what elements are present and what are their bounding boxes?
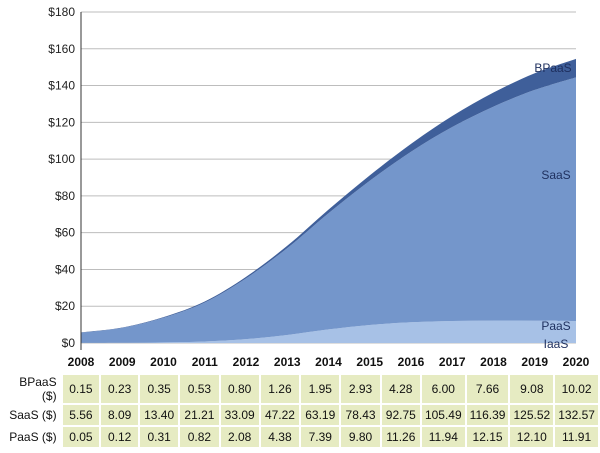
table-cell: 4.28 <box>381 375 420 403</box>
table-cell: 11.91 <box>555 427 598 447</box>
table-cell: 132.57 <box>555 405 598 425</box>
x-tick-label: 2010 <box>150 355 177 369</box>
y-tick-label: $20 <box>55 299 75 313</box>
x-tick-label: 2014 <box>315 355 342 369</box>
table-cell: 2.08 <box>220 427 259 447</box>
table-cell: 9.80 <box>341 427 380 447</box>
y-axis-ticks: $0 $20 $40 $60 $80 $100 $120 $140 $160 $180 <box>48 5 75 350</box>
table-cell: 0.12 <box>101 427 138 447</box>
table-cell: 11.26 <box>381 427 420 447</box>
table-cell: 63.19 <box>301 405 340 425</box>
y-tick-label: $60 <box>55 226 75 240</box>
table-cell: 2.93 <box>341 375 380 403</box>
table-cell: 11.94 <box>421 427 465 447</box>
table-cell: 12.10 <box>510 427 554 447</box>
table-cell: 0.35 <box>139 375 179 403</box>
series-label-paas: PaaS <box>541 319 570 333</box>
table-row-label: BPaaS ($) <box>2 375 61 403</box>
x-tick-label: 2018 <box>480 355 507 369</box>
area-paas <box>81 320 576 343</box>
table-cell: 10.02 <box>555 375 598 403</box>
table-row: SaaS ($) 5.56 8.09 13.40 21.21 33.09 47.22 63.1… <box>2 405 598 425</box>
table-cell: 0.05 <box>62 427 100 447</box>
x-tick-label: 2013 <box>274 355 301 369</box>
table-cell: 0.82 <box>180 427 219 447</box>
series-labels: IaaS PaaS SaaS BPaaS <box>534 61 571 351</box>
table-row-label: SaaS ($) <box>2 405 61 425</box>
x-tick-label: 2017 <box>439 355 466 369</box>
y-tick-label: $180 <box>48 5 75 19</box>
table-cell: 12.15 <box>466 427 509 447</box>
table-cell: 33.09 <box>220 405 259 425</box>
table-cell: 1.95 <box>301 375 340 403</box>
x-axis-ticks: 2008 2009 2010 2011 2012 2013 2014 2015 2016 2017… <box>68 355 590 369</box>
table-cell: 105.49 <box>421 405 465 425</box>
x-tick-label: 2012 <box>233 355 260 369</box>
x-tick-label: 2019 <box>521 355 548 369</box>
table-cell: 4.38 <box>260 427 300 447</box>
x-tick-label: 2016 <box>398 355 425 369</box>
gridlines <box>81 11 576 344</box>
table-cell: 13.40 <box>139 405 179 425</box>
table-cell: 6.00 <box>421 375 465 403</box>
table-cell: 116.39 <box>466 405 509 425</box>
area-saas <box>81 77 576 343</box>
table-cell: 1.26 <box>260 375 300 403</box>
table-cell: 9.08 <box>510 375 554 403</box>
y-tick-label: $120 <box>48 115 75 129</box>
stacked-area-chart: $0$20$40$60$80$100$120$140$160$180 2008 2… <box>48 5 590 369</box>
table-cell: 0.53 <box>180 375 219 403</box>
y-tick-label: $80 <box>55 189 75 203</box>
x-tick-label: 2020 <box>563 355 590 369</box>
y-tick-label: $40 <box>55 262 75 276</box>
table-cell: 21.21 <box>180 405 219 425</box>
table-cell: 125.52 <box>510 405 554 425</box>
table-row: PaaS ($) 0.05 0.12 0.31 0.82 2.08 4.38 7.39 9.80… <box>2 427 598 447</box>
table-cell: 0.23 <box>101 375 138 403</box>
table-row: BPaaS ($) 0.15 0.23 0.35 0.53 0.80 1.26 1.95 2.9… <box>2 375 598 403</box>
table-cell: 7.66 <box>466 375 509 403</box>
table-cell: 47.22 <box>260 405 300 425</box>
data-table: BPaaS ($) 0.15 0.23 0.35 0.53 0.80 1.26 1.95 2.9… <box>0 373 600 449</box>
table-cell: 0.31 <box>139 427 179 447</box>
table-row-label: PaaS ($) <box>2 427 61 447</box>
y-tick-label: $140 <box>48 79 75 93</box>
series-label-iaas: IaaS <box>544 337 569 351</box>
table-cell: 0.80 <box>220 375 259 403</box>
series-areas <box>81 58 576 343</box>
y-tick-label: $100 <box>48 152 75 166</box>
table-cell: 78.43 <box>341 405 380 425</box>
x-tick-label: 2009 <box>109 355 136 369</box>
table-cell: 7.39 <box>301 427 340 447</box>
table-cell: 92.75 <box>381 405 420 425</box>
area-bpaas <box>81 58 576 333</box>
x-tick-label: 2015 <box>356 355 383 369</box>
table-cell: 5.56 <box>62 405 100 425</box>
table-cell: 8.09 <box>101 405 138 425</box>
series-label-saas: SaaS <box>541 168 570 182</box>
table-cell: 0.15 <box>62 375 100 403</box>
series-label-bpaas: BPaaS <box>534 61 571 75</box>
x-tick-label: 2011 <box>192 355 218 369</box>
y-tick-label: $0 <box>62 336 76 350</box>
x-tick-label: 2008 <box>68 355 95 369</box>
y-tick-label: $160 <box>48 42 75 56</box>
